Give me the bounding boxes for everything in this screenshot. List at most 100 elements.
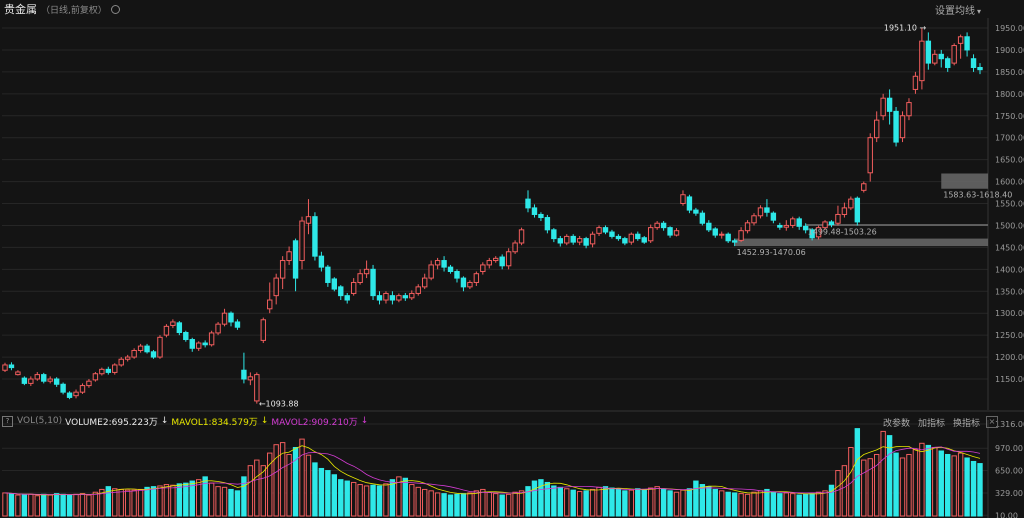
candle: [305, 199, 312, 235]
volume-bar: [938, 450, 944, 517]
volume-bar: [454, 493, 460, 517]
y-tick-label: 1300.00: [995, 309, 1024, 318]
candle: [92, 371, 99, 382]
candle-body: [299, 220, 305, 262]
y-tick-label: 1800.00: [995, 90, 1024, 99]
candle: [53, 377, 60, 387]
volume-bar: [925, 444, 932, 517]
add-indicator-button[interactable]: 加指标: [917, 419, 945, 429]
candle: [183, 330, 189, 342]
volume-bar: [596, 486, 602, 517]
volume-bar: [221, 486, 228, 517]
volume-bar: [202, 476, 208, 517]
candle-body: [893, 110, 899, 143]
candle: [602, 225, 609, 235]
volume-y-tick-label: 970.00: [995, 444, 1023, 453]
volume-bar: [557, 486, 563, 517]
volume-bar: [208, 482, 215, 517]
candle: [841, 202, 848, 218]
candle-body: [686, 196, 693, 211]
volume-bar: [538, 479, 544, 517]
y-tick-label: 1850.00: [995, 68, 1024, 77]
candle: [15, 370, 21, 376]
volume-bar: [667, 490, 673, 517]
candle: [564, 234, 570, 246]
candle-body: [2, 364, 8, 371]
volume-down-arrow: ↓: [160, 416, 169, 426]
volume-bar: [848, 446, 854, 517]
candle-body: [15, 371, 21, 376]
candle-body: [706, 222, 712, 231]
gear-icon[interactable]: [110, 4, 120, 14]
moving-average-settings-button[interactable]: 设置均线 ▾: [935, 2, 981, 17]
candle: [189, 337, 195, 352]
candle-body: [267, 299, 273, 310]
volume-bar: [744, 493, 751, 517]
volume-bar: [376, 485, 383, 517]
candle: [318, 251, 325, 272]
candle: [486, 257, 492, 269]
volume-bar: [880, 430, 886, 517]
volume-bar: [279, 442, 286, 517]
candle-body: [221, 312, 228, 325]
candle-body: [350, 281, 357, 294]
candle-body: [389, 295, 396, 301]
volume-bar: [350, 481, 357, 517]
candle-body: [589, 233, 596, 245]
candle-body: [396, 295, 402, 301]
candle-body: [170, 321, 176, 326]
volume-bar: [338, 479, 344, 517]
indicator-label: VOL(5,10): [17, 416, 63, 426]
candle-body: [118, 358, 124, 366]
candle: [815, 225, 822, 240]
candle-body: [835, 213, 841, 224]
volume-bar: [124, 489, 131, 517]
candle: [415, 284, 421, 296]
volume-bar: [196, 479, 202, 517]
help-icon[interactable]: ?: [2, 415, 13, 427]
volume-bar: [602, 486, 609, 517]
candle: [751, 213, 757, 226]
candle: [609, 229, 615, 239]
candle-body: [41, 374, 47, 382]
y-tick-label: 1950.00: [995, 24, 1024, 33]
candle: [473, 271, 480, 286]
candle-body: [615, 235, 622, 240]
candle-body: [331, 278, 338, 290]
candle-body: [21, 377, 28, 384]
candle: [680, 190, 686, 206]
volume-bar: [751, 491, 757, 517]
volume-bar: [628, 489, 635, 517]
volume-bar: [66, 494, 73, 517]
candle: [467, 280, 473, 290]
candle-body: [583, 238, 589, 246]
volume-bar: [183, 482, 189, 517]
volume-bar: [163, 484, 170, 517]
candle: [357, 269, 363, 285]
candle: [363, 260, 370, 279]
price-zone-label: 1499.48-1503.26: [808, 228, 877, 237]
candle: [47, 376, 53, 384]
candle-body: [828, 221, 835, 226]
price-zone: [941, 173, 988, 189]
candle: [596, 225, 602, 236]
candle-body: [105, 368, 112, 373]
y-tick-label: 1900.00: [995, 46, 1024, 55]
candle-body: [964, 36, 970, 51]
volume-bar: [460, 493, 467, 517]
volume-bar: [731, 492, 738, 517]
candle: [344, 293, 350, 304]
candle-body: [8, 364, 15, 369]
candle: [886, 89, 893, 125]
volume-bar: [809, 493, 815, 517]
close-indicator-icon[interactable]: ×: [986, 416, 998, 428]
change-params-button[interactable]: 改参数: [882, 419, 910, 429]
switch-indicator-button[interactable]: 换指标: [952, 419, 980, 429]
candle: [441, 256, 447, 272]
candle-body: [564, 235, 570, 244]
candle-body: [305, 216, 312, 224]
volume-bar: [706, 486, 712, 517]
candle-body: [822, 221, 828, 229]
candle-body: [208, 332, 215, 346]
